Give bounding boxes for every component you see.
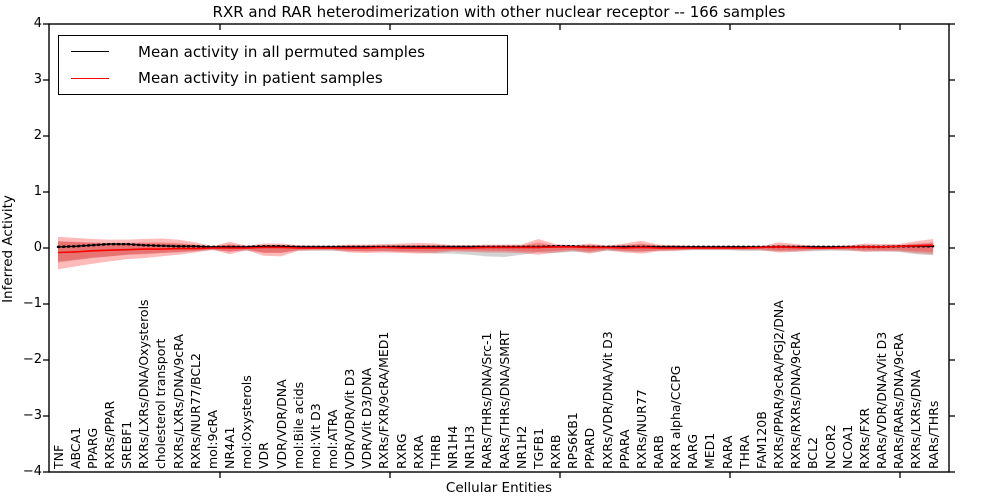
x-tick-label: THRA bbox=[736, 435, 752, 469]
x-tick-label: NR1H2 bbox=[513, 425, 529, 469]
x-tick-label: TGFB1 bbox=[530, 427, 546, 469]
y-tick-label: 2 bbox=[33, 128, 42, 143]
legend-entry-patient: Mean activity in patient samples bbox=[59, 65, 507, 91]
x-tick-label: RXRs/LXRs/DNA bbox=[908, 369, 924, 469]
x-tick-label: PPARA bbox=[616, 429, 632, 469]
x-tick-label: NCOA1 bbox=[839, 424, 855, 469]
x-tick-label: NR4A1 bbox=[222, 426, 238, 470]
legend-label-permuted: Mean activity in all permuted samples bbox=[138, 42, 425, 61]
x-axis-label: Cellular Entities bbox=[445, 480, 553, 496]
x-tick-label: ABCA1 bbox=[67, 426, 83, 469]
x-tick-label: cholesterol transport bbox=[153, 338, 169, 469]
x-tick-label: NR1H4 bbox=[445, 425, 461, 469]
x-tick-label: mol:Vit D3 bbox=[307, 403, 323, 469]
x-tick-label: mol:Oxysterols bbox=[239, 375, 255, 469]
x-tick-label: FAM120B bbox=[753, 411, 769, 469]
x-tick-label: RXRs/VDR/DNA/Vit D3 bbox=[599, 331, 615, 469]
x-tick-label: RARs/RARs/DNA/9cRA bbox=[891, 333, 907, 469]
y-tick-label: −3 bbox=[22, 408, 42, 423]
legend-label-patient: Mean activity in patient samples bbox=[138, 69, 383, 88]
x-tick-label: RXR alpha/CCPG bbox=[668, 365, 684, 469]
x-tick-label: RXRs/LXRs/DNA/9cRA bbox=[170, 334, 186, 469]
x-tick-label: VDR/VDR/DNA bbox=[273, 379, 289, 469]
x-tick-label: RARB bbox=[650, 435, 666, 469]
x-tick-label: RXRs/NUR77 bbox=[633, 389, 649, 469]
legend-line-patient-icon bbox=[71, 77, 109, 79]
x-tick-label: RXRs/FXR/9cRA/MED1 bbox=[376, 331, 392, 469]
x-tick-label: RARA bbox=[719, 435, 735, 469]
x-tick-label: RARs/THRs/DNA/SMRT bbox=[496, 330, 512, 469]
x-tick-label: RXRs/PPAR bbox=[101, 400, 117, 469]
y-tick-label: −1 bbox=[22, 296, 42, 311]
legend: Mean activity in all permuted samples Me… bbox=[58, 35, 508, 95]
x-tick-label: mol:Bile acids bbox=[290, 381, 306, 469]
x-tick-label: TNF bbox=[50, 444, 66, 469]
y-tick-label: −2 bbox=[22, 352, 42, 367]
y-tick-label: 4 bbox=[33, 16, 42, 31]
x-tick-label: RPS6KB1 bbox=[565, 412, 581, 469]
x-tick-label: RXRs/LXRs/DNA/Oxysterols bbox=[136, 299, 152, 469]
x-tick-label: VDR/Vit D3/DNA bbox=[359, 367, 375, 469]
x-tick-label: RARs/THRs/DNA/Src-1 bbox=[479, 332, 495, 469]
band-patient-samples-spread-outer bbox=[58, 236, 933, 270]
legend-entry-permuted: Mean activity in all permuted samples bbox=[59, 39, 507, 65]
legend-line-permuted-icon bbox=[71, 51, 109, 53]
x-tick-label: RXRs/NUR77/BCL2 bbox=[187, 353, 203, 469]
x-tick-label: mol:ATRA bbox=[325, 409, 340, 469]
x-tick-label: SREBF1 bbox=[119, 420, 135, 469]
x-tick-label: PPARG bbox=[84, 427, 100, 469]
x-tick-label: PPARD bbox=[582, 427, 598, 469]
chart-title: RXR and RAR heterodimerization with othe… bbox=[212, 3, 786, 21]
x-tick-label: RXRs/RXRs/DNA/9cRA bbox=[788, 332, 804, 469]
x-tick-label: RARs/THRs bbox=[925, 400, 941, 469]
x-tick-label: VDR bbox=[256, 442, 272, 469]
x-tick-label: RXRA bbox=[410, 435, 426, 469]
y-tick-label: −4 bbox=[22, 464, 42, 479]
y-tick-label: 1 bbox=[33, 184, 42, 199]
x-tick-label: RARG bbox=[685, 433, 701, 469]
series-line-patient bbox=[57, 244, 934, 254]
x-tick-label: RARs/VDR/DNA/Vit D3 bbox=[874, 331, 890, 469]
x-tick-label: BCL2 bbox=[805, 436, 821, 469]
x-tick-label: NCOR2 bbox=[822, 424, 838, 469]
x-tick-label: mol:9cRA bbox=[204, 409, 220, 469]
x-tick-label: MED1 bbox=[702, 432, 718, 469]
x-tick-label: RXRB bbox=[548, 434, 564, 469]
x-tick-label: RXRs/PPAR/9cRA/PGJ2/DNA bbox=[771, 300, 787, 469]
y-tick-label: 0 bbox=[33, 240, 42, 255]
x-tick-label: THRB bbox=[427, 434, 443, 469]
x-tick-label: VDR/VDR/Vit D3 bbox=[342, 368, 358, 469]
y-tick-label: 3 bbox=[33, 72, 42, 87]
x-tick-label: RXRs/FXR bbox=[856, 407, 872, 469]
x-tick-label: RXRG bbox=[393, 433, 409, 469]
x-tick-label: NR1H3 bbox=[462, 425, 478, 469]
